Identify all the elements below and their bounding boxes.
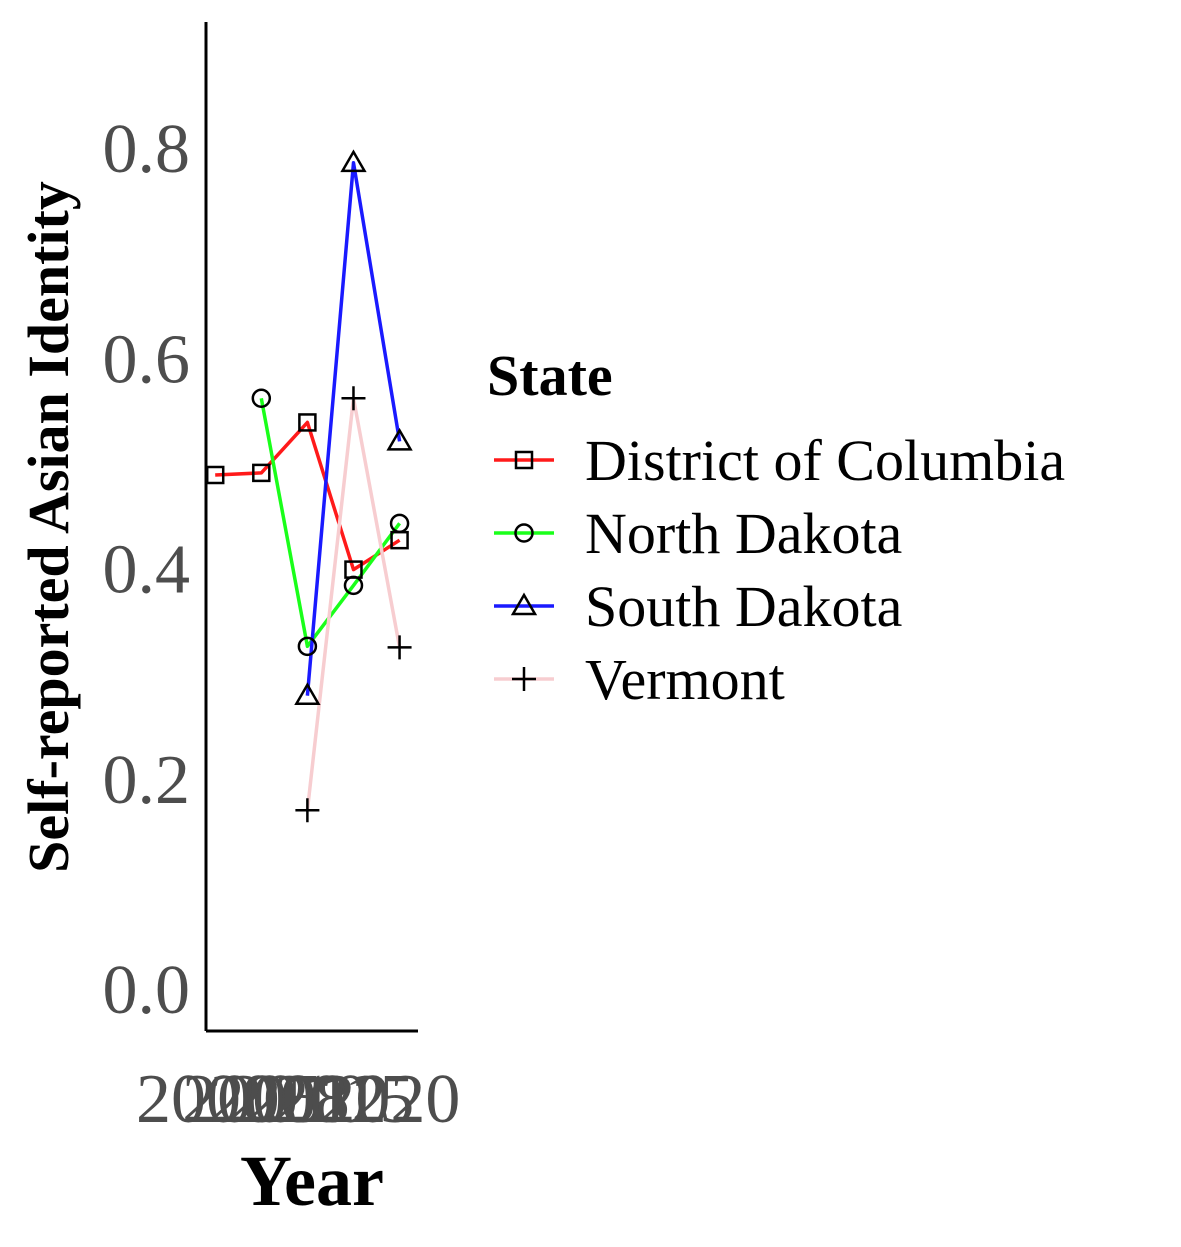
data-point-3: [387, 635, 412, 660]
legend-key-marker: [512, 667, 536, 691]
series-line-2: [305, 161, 402, 696]
y-tick-label: 0.0: [103, 952, 191, 1029]
data-point-0: [298, 413, 317, 432]
x-tick-label: 2008: [210, 1061, 350, 1138]
series-line-0: [215, 420, 401, 572]
x-tick-label: 2000: [136, 1061, 276, 1138]
x-axis-title: Year: [240, 1141, 384, 1221]
data-point-2: [386, 427, 413, 451]
legend-key-marker: [514, 450, 534, 470]
plot-area: 0.0 0.2 0.4 0.6 0.8 200020052008201020122015…: [103, 22, 460, 1138]
y-axis-title: Self-reported Asian Identity: [16, 181, 81, 873]
legend-title: State: [487, 343, 613, 408]
x-tick-label: 2012: [247, 1061, 387, 1138]
data-point-3: [295, 798, 320, 823]
y-tick-label: 0.6: [103, 321, 191, 398]
legend: State District of Columbia North Dakota So…: [487, 343, 1065, 712]
data-point-1: [343, 575, 364, 596]
y-tick-labels: 0.0 0.2 0.4 0.6 0.8: [103, 111, 191, 1029]
data-point-2: [294, 682, 321, 705]
x-tick-label: 2010: [228, 1061, 368, 1138]
legend-key-marker: [510, 592, 538, 616]
x-tick-label: 2005: [182, 1061, 322, 1138]
legend-label: Vermont: [585, 647, 785, 712]
series-line-3: [305, 396, 402, 811]
data-point-1: [297, 636, 318, 657]
data-point-1: [389, 513, 410, 534]
x-tick-label: 2020: [320, 1061, 460, 1138]
series-lines: [215, 161, 402, 811]
x-tick-label: 2015: [274, 1061, 414, 1138]
series-markers: [205, 149, 413, 823]
y-tick-label: 0.8: [103, 111, 191, 188]
y-tick-label: 0.4: [103, 532, 191, 609]
data-point-1: [251, 388, 272, 409]
legend-label: District of Columbia: [585, 428, 1065, 493]
y-tick-label: 0.2: [103, 742, 191, 819]
data-point-0: [252, 463, 271, 483]
data-point-0: [205, 465, 225, 485]
legend-label: South Dakota: [585, 574, 902, 639]
data-point-2: [340, 149, 367, 173]
legend-key-marker: [514, 523, 534, 543]
data-point-3: [341, 386, 366, 411]
legend-label: North Dakota: [585, 501, 902, 566]
